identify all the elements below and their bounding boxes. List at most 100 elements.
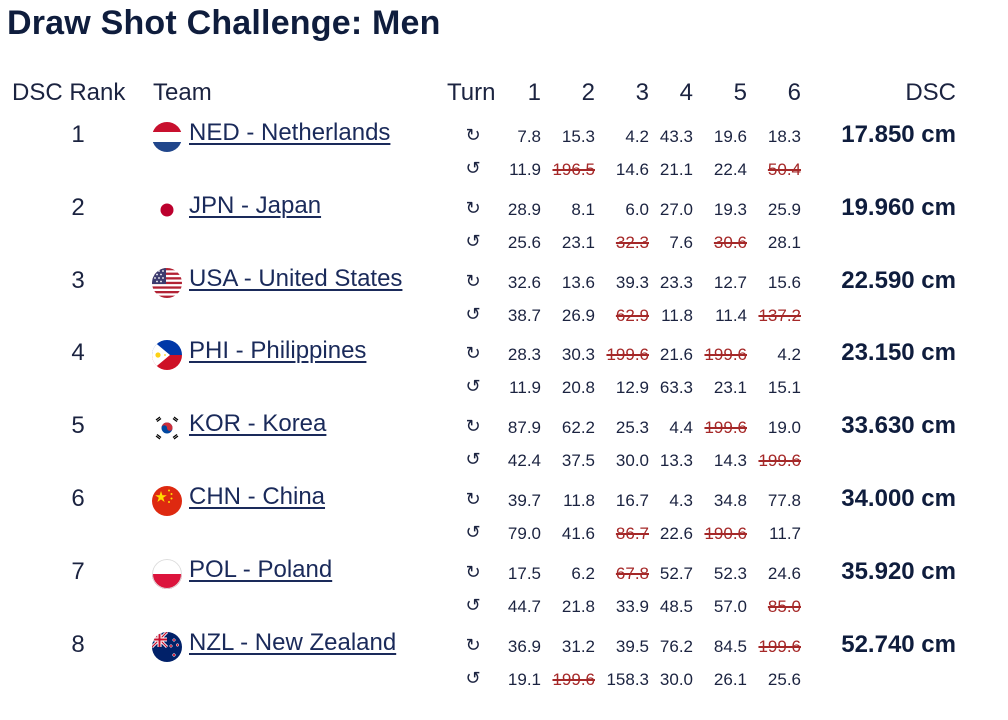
flag-korea-icon — [152, 413, 182, 444]
score-cell: 25.6 — [767, 669, 801, 689]
score-cell: 39.3 — [615, 272, 649, 292]
counterclockwise-turn-icon: ↺ — [465, 522, 481, 542]
score-cell: 13.3 — [659, 451, 693, 471]
score-cell: 24.6 — [767, 563, 801, 583]
score-cell: 48.5 — [659, 596, 693, 616]
table-row: 5 KOR - Korea ↻ ↺ 87.9 62.2 25.3 4.4 199.6 19.0 42… — [0, 410, 1008, 483]
flag-poland-icon — [152, 558, 182, 589]
rank-cell: 3 — [71, 266, 85, 294]
header-team: Team — [153, 79, 212, 106]
score-cell: 4.2 — [625, 127, 649, 146]
table-row: 3 USA - United States ↻ ↺ 32.6 13.6 39.3 23.3 12… — [0, 265, 1008, 338]
rank-cell: 1 — [71, 121, 85, 148]
rank-cell: 5 — [71, 412, 85, 440]
score-cell: 7.6 — [669, 232, 693, 252]
flag-philippines-icon — [152, 340, 182, 371]
score-cell: 15.6 — [767, 272, 801, 292]
clockwise-turn-icon: ↻ — [465, 125, 481, 145]
dsc-value: 17.850 cm — [841, 121, 956, 148]
discarded-score-cell: 62.9 — [615, 305, 649, 325]
score-cell: 31.2 — [561, 636, 595, 656]
score-cell: 4.3 — [669, 491, 693, 510]
score-cell: 8.1 — [571, 199, 595, 219]
flag-netherlands-icon — [152, 122, 182, 152]
score-cell: 13.6 — [561, 272, 595, 292]
score-cell: 87.9 — [507, 418, 541, 438]
score-cell: 15.1 — [767, 378, 801, 398]
score-cell: 62.2 — [561, 418, 595, 438]
score-cell: 11.9 — [509, 160, 541, 179]
score-cell: 41.6 — [561, 524, 595, 543]
header-turn: Turn — [447, 79, 496, 106]
score-cell: 7.8 — [517, 127, 541, 146]
discarded-score-cell: 67.8 — [615, 563, 649, 583]
discarded-score-cell: 30.6 — [713, 232, 747, 252]
score-cell: 11.8 — [563, 491, 595, 510]
discarded-score-cell: 85.0 — [767, 596, 801, 616]
counterclockwise-turn-icon: ↺ — [465, 230, 481, 251]
score-cell: 28.9 — [507, 199, 541, 219]
rank-cell: 8 — [71, 630, 85, 658]
score-cell: 15.3 — [561, 127, 595, 146]
clockwise-turn-icon: ↻ — [465, 416, 481, 437]
table-row: 1 NED - Netherlands ↻ ↺ 7.8 15.3 4.2 43.3 19.6 18… — [0, 119, 1008, 192]
page-title: Draw Shot Challenge: Men — [7, 4, 441, 42]
score-cell: 63.3 — [659, 378, 693, 398]
score-cell: 36.9 — [507, 636, 541, 656]
score-cell: 21.1 — [659, 160, 693, 179]
score-cell: 38.7 — [507, 305, 541, 325]
score-cell: 32.6 — [507, 272, 541, 292]
team-link[interactable]: POL - Poland — [189, 555, 333, 583]
score-cell: 22.6 — [659, 524, 693, 543]
header-end-2: 2 — [581, 79, 595, 106]
score-cell: 39.5 — [615, 636, 649, 656]
counterclockwise-turn-icon: ↺ — [465, 667, 481, 688]
score-cell: 6.0 — [625, 199, 649, 219]
team-link[interactable]: PHI - Philippines — [189, 337, 367, 365]
score-cell: 39.7 — [507, 491, 541, 510]
score-cell: 22.4 — [713, 160, 747, 179]
score-cell: 77.8 — [767, 491, 801, 510]
header-end-5: 5 — [733, 79, 747, 106]
header-end-6: 6 — [787, 79, 801, 106]
score-cell: 4.4 — [669, 418, 693, 438]
counterclockwise-turn-icon: ↺ — [465, 303, 481, 324]
score-cell: 14.3 — [713, 451, 747, 471]
score-cell: 26.9 — [561, 305, 595, 325]
score-cell: 37.5 — [561, 451, 595, 471]
rank-cell: 6 — [71, 485, 85, 512]
score-cell: 30.3 — [561, 345, 595, 365]
table-row: 4 PHI - Philippines ↻ ↺ 28.3 30.3 199.6 21.6 199… — [0, 337, 1008, 410]
team-link[interactable]: NED - Netherlands — [189, 119, 391, 146]
score-cell: 42.4 — [507, 451, 541, 471]
score-cell: 19.3 — [713, 199, 747, 219]
team-link[interactable]: KOR - Korea — [189, 410, 327, 438]
score-cell: 34.8 — [713, 491, 747, 510]
score-cell: 57.0 — [713, 596, 747, 616]
header-dsc-rank: DSC Rank — [12, 79, 126, 106]
score-cell: 25.6 — [507, 232, 541, 252]
score-cell: 25.9 — [767, 199, 801, 219]
score-cell: 19.0 — [767, 418, 801, 438]
clockwise-turn-icon: ↻ — [465, 561, 481, 582]
clockwise-turn-icon: ↻ — [465, 343, 481, 364]
counterclockwise-turn-icon: ↺ — [465, 594, 481, 615]
team-link[interactable]: USA - United States — [189, 264, 403, 292]
team-link[interactable]: CHN - China — [189, 483, 326, 510]
table-row: 2 JPN - Japan ↻ ↺ 28.9 8.1 6.0 27.0 19.3 25.9 25.6… — [0, 192, 1008, 265]
discarded-score-cell: 199.6 — [758, 451, 801, 471]
score-cell: 14.6 — [615, 160, 649, 179]
dsc-value: 35.920 cm — [841, 557, 956, 585]
team-link[interactable]: JPN - Japan — [189, 191, 322, 219]
dsc-value: 23.150 cm — [841, 339, 956, 367]
score-cell: 12.7 — [713, 272, 747, 292]
counterclockwise-turn-icon: ↺ — [465, 449, 481, 470]
dsc-value: 34.000 cm — [841, 485, 956, 512]
header-end-1: 1 — [527, 79, 541, 106]
score-cell: 11.9 — [509, 378, 541, 398]
discarded-score-cell: 199.6 — [704, 345, 747, 365]
discarded-score-cell: 137.2 — [758, 305, 801, 325]
team-link[interactable]: NZL - New Zealand — [189, 628, 397, 656]
discarded-score-cell: 199.6 — [704, 418, 747, 438]
score-cell: 17.5 — [507, 563, 541, 583]
